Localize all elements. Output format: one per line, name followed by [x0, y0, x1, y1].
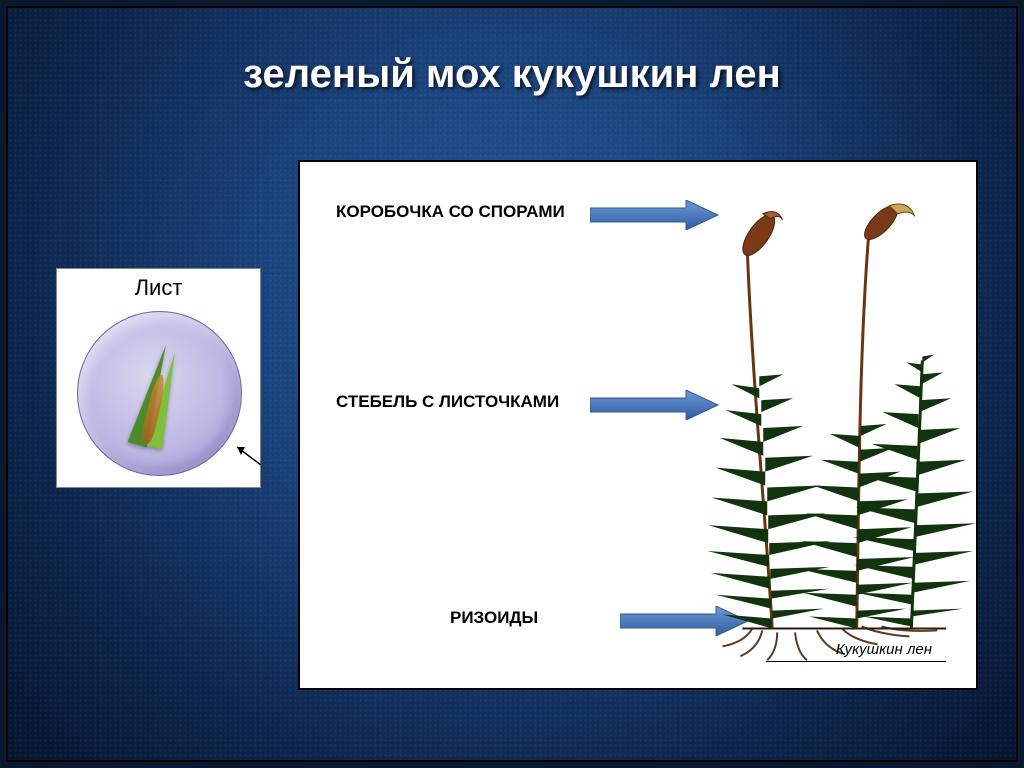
title-text: зеленый мох кукушкин лен [243, 52, 781, 96]
leaf-label: Лист [57, 275, 260, 301]
leaf-illustration [125, 342, 198, 462]
leaf-inset-panel: Лист [56, 268, 261, 488]
leaf-pointer-arrow [227, 439, 263, 469]
plant-caption: Кукушкин лен [836, 641, 932, 658]
plant-illustration [300, 162, 976, 688]
left-sporophyte [708, 206, 831, 629]
right-sporophyte [799, 195, 916, 629]
slide-container: зеленый мох кукушкин лен Лист КОРОБОЧКА … [6, 6, 1018, 762]
slide-title: зеленый мох кукушкин лен [8, 52, 1016, 97]
leaf-circle [77, 311, 242, 476]
caption-underline [766, 661, 946, 662]
main-diagram-panel: КОРОБОЧКА СО СПОРАМИ СТЕБЕЛЬ С ЛИСТОЧКАМ… [298, 160, 978, 690]
